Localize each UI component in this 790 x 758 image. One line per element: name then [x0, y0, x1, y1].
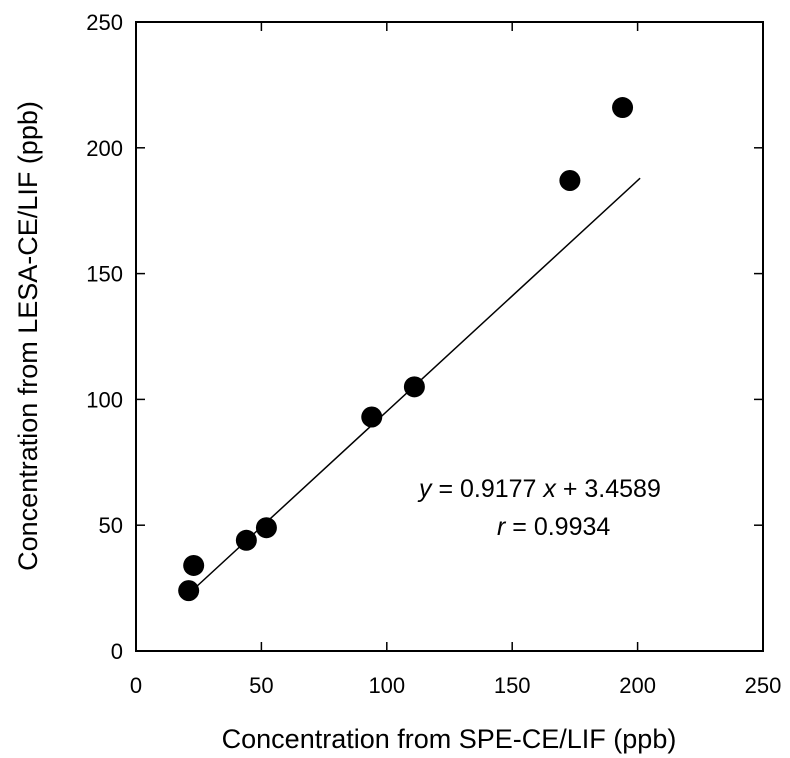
plot-frame [135, 21, 764, 652]
data-point [559, 170, 581, 192]
y-axis-title: Concentration from LESA-CE/LIF (ppb) [13, 101, 43, 571]
x-tick-label: 250 [745, 673, 782, 698]
eq-slope: = 0.9177 [432, 475, 544, 503]
x-tick-labels: 0 50 100 150 200 250 [130, 673, 781, 698]
x-tick-label: 0 [130, 673, 142, 698]
x-tick-label: 200 [619, 673, 656, 698]
regression-equation: y = 0.9177 x + 3.4589 [417, 475, 661, 503]
eq-x-var: x [542, 475, 557, 503]
data-point [612, 97, 634, 119]
data-point [403, 376, 425, 398]
y-tick-label: 150 [86, 262, 123, 287]
data-points [178, 97, 634, 602]
y-tick-label: 200 [86, 136, 123, 161]
r-value: = 0.9934 [505, 513, 610, 541]
x-tick-label: 150 [494, 673, 531, 698]
y-tick-label: 100 [86, 387, 123, 412]
data-point [255, 517, 277, 539]
y-tick-label: 50 [99, 513, 123, 538]
data-point [235, 529, 257, 551]
x-tick-label: 100 [368, 673, 405, 698]
x-tick-label: 50 [249, 673, 273, 698]
x-axis-title: Concentration from SPE-CE/LIF (ppb) [222, 724, 677, 754]
eq-y-var: y [417, 475, 433, 503]
eq-intercept: + 3.4589 [556, 475, 661, 503]
y-tick-labels: 0 50 100 150 200 250 [86, 10, 123, 664]
axis-ticks [135, 21, 764, 652]
y-tick-label: 250 [86, 10, 123, 35]
r-var: r [497, 513, 507, 541]
y-tick-label: 0 [111, 639, 123, 664]
data-point [178, 580, 200, 602]
data-point [183, 554, 205, 576]
correlation-coefficient: r = 0.9934 [497, 513, 610, 541]
data-point [361, 406, 383, 428]
